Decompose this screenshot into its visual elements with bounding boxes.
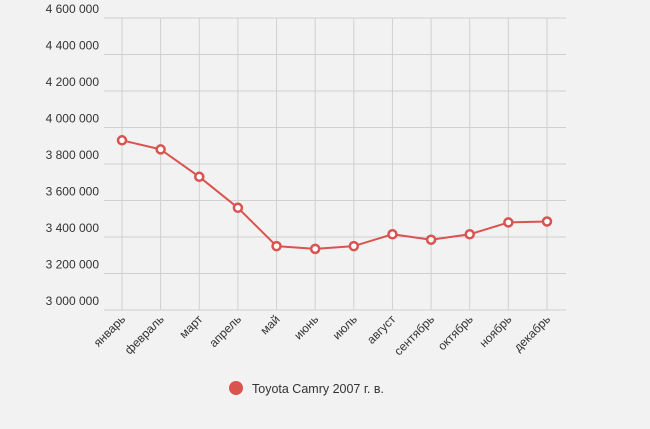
grid (104, 17, 566, 311)
legend: Toyota Camry 2007 г. в. (229, 381, 384, 396)
x-tick-label: октябрь (435, 312, 476, 353)
y-tick-label: 3 800 000 (46, 148, 100, 162)
x-tick-label: ноябрь (477, 312, 515, 350)
y-tick-label: 3 200 000 (46, 258, 100, 272)
y-tick-label: 4 600 000 (46, 2, 100, 16)
x-tick-label: май (257, 312, 282, 337)
y-tick-label: 4 200 000 (46, 75, 100, 89)
data-point (232, 202, 244, 214)
y-tick-label: 3 600 000 (46, 185, 100, 199)
y-axis-tick-labels: 3 000 000 3 200 000 3 400 000 3 600 000 3 80… (46, 2, 100, 308)
data-point (387, 229, 398, 240)
y-tick-label: 3 000 000 (46, 294, 100, 308)
x-tick-label: декабрь (511, 312, 553, 354)
x-tick-label: март (177, 312, 206, 341)
data-point (541, 216, 553, 227)
y-tick-label: 4 000 000 (46, 112, 100, 126)
data-point (309, 243, 321, 255)
x-tick-label: июль (330, 312, 360, 342)
data-point (348, 240, 360, 252)
series-layer (116, 135, 553, 255)
y-tick-label: 4 400 000 (46, 39, 100, 53)
data-point (464, 229, 475, 240)
series-line (121, 139, 548, 250)
legend-marker-icon (229, 381, 243, 395)
data-point (503, 217, 514, 228)
y-tick-label: 3 400 000 (46, 221, 100, 235)
data-point (116, 135, 128, 146)
legend-label: Toyota Camry 2007 г. в. (252, 382, 384, 396)
x-tick-label: август (364, 312, 399, 347)
x-tick-label: январь (91, 312, 128, 349)
data-point (271, 240, 282, 252)
x-tick-label: сентябрь (391, 312, 437, 358)
data-point (155, 144, 166, 155)
data-point (194, 171, 205, 183)
data-point (425, 234, 437, 245)
x-tick-label: февраль (122, 312, 167, 357)
x-tick-label: апрель (206, 312, 244, 350)
x-tick-label: июнь (291, 312, 321, 342)
